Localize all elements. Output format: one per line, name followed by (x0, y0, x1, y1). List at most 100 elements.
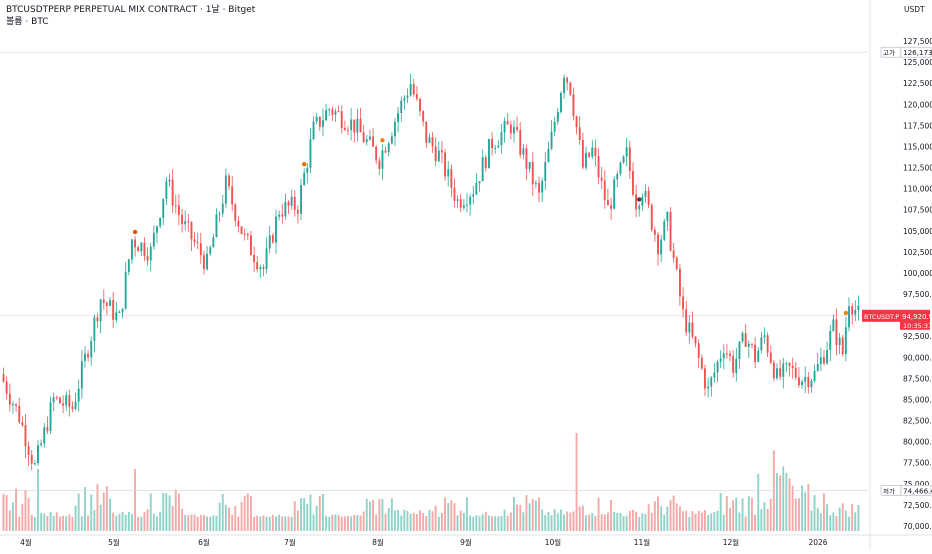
candle-body (378, 160, 381, 169)
candle-body (566, 77, 569, 83)
candle-body (679, 268, 681, 297)
volume-bar (597, 497, 600, 531)
signal-marker (843, 310, 849, 316)
volume-bar (494, 516, 497, 531)
volume-bar (221, 493, 224, 531)
candle-body (350, 119, 353, 131)
candle-body (290, 196, 293, 206)
signal-marker (380, 138, 385, 143)
volume-bar (807, 484, 810, 531)
candle-body (444, 152, 446, 177)
volume-bar (231, 514, 234, 531)
volume-bar (296, 510, 299, 531)
price-tick-label: 115,000.0 (903, 142, 932, 151)
candle-body (751, 343, 753, 345)
volume-bar (52, 515, 55, 531)
volume-bar (616, 513, 619, 531)
candle-body (231, 186, 234, 205)
candle-body (334, 111, 337, 115)
volume-bar (854, 512, 857, 531)
volume-bar (131, 514, 133, 531)
volume-bar (409, 513, 412, 531)
candle-body (829, 331, 832, 350)
candle-body (556, 112, 559, 122)
volume-bar (625, 515, 628, 531)
symbol-badge (862, 309, 900, 322)
volume-bar (556, 513, 559, 531)
candle-body (763, 335, 766, 338)
volume-bar (744, 516, 747, 531)
volume-bar (203, 515, 205, 531)
volume-bar (428, 510, 431, 531)
candle-body (30, 455, 33, 464)
candle-body (224, 175, 227, 204)
candle-body (819, 357, 822, 364)
time-tick-label: 2026 (808, 538, 827, 547)
candle-body (581, 140, 584, 168)
candle-body (638, 205, 641, 210)
volume-bar (425, 516, 428, 531)
candle-body (99, 299, 102, 322)
volume-bar (262, 515, 265, 531)
candle-body (666, 212, 669, 222)
volume-bar (340, 516, 343, 531)
candle-body (80, 361, 83, 389)
candle-body (575, 116, 578, 128)
volume-bar (21, 503, 24, 531)
candle-body (616, 173, 619, 180)
candle-body (18, 405, 21, 423)
candle-body (21, 422, 24, 426)
volume-bar (844, 510, 847, 531)
candle-body (309, 139, 312, 168)
volume-bar (641, 513, 644, 531)
volume-bar (563, 514, 565, 531)
candle-body (456, 199, 459, 201)
volume-bar (453, 503, 456, 531)
volume-bar (415, 514, 418, 531)
candle-body (603, 180, 606, 201)
volume-bar (400, 515, 403, 531)
candle-body (560, 93, 562, 112)
volume-bar (243, 495, 246, 531)
volume-bar (729, 507, 731, 531)
candle-body (431, 137, 434, 147)
volume-bar (719, 493, 722, 531)
volume-bar (544, 515, 547, 531)
volume-bar (196, 516, 199, 531)
volume-bar (685, 510, 688, 531)
candle-body (162, 198, 165, 218)
volume-bar (137, 516, 140, 531)
volume-bar (121, 511, 124, 531)
candle-body (685, 309, 688, 333)
candle-body (585, 152, 587, 168)
volume-bar (62, 515, 64, 531)
candle-body (600, 177, 603, 181)
volume-bar (178, 493, 180, 531)
volume-bar (823, 493, 825, 531)
candle-body (27, 446, 30, 456)
candle-body (384, 150, 387, 153)
volume-bar (15, 488, 17, 531)
volume-bar (394, 510, 396, 531)
volume-bar (707, 515, 710, 531)
candle-body (669, 212, 672, 251)
volume-bar (328, 516, 331, 531)
candle-body (782, 363, 785, 377)
candle-body (779, 368, 782, 377)
candle-body (769, 352, 772, 363)
price-tick-label: 77,500.0 (903, 459, 932, 468)
price-tick-label: 120,000.0 (903, 100, 932, 109)
volume-bar (754, 514, 756, 531)
volume-bar (772, 450, 775, 531)
candle-body (353, 119, 356, 133)
price-tick-label: 110,000.0 (903, 185, 932, 194)
candle-body (788, 362, 791, 367)
candle-body (525, 148, 528, 169)
volume-bar (851, 504, 854, 531)
candle-body (37, 445, 39, 464)
candle-body (700, 357, 703, 369)
volume-bar (306, 503, 309, 531)
candle-body (791, 366, 794, 369)
